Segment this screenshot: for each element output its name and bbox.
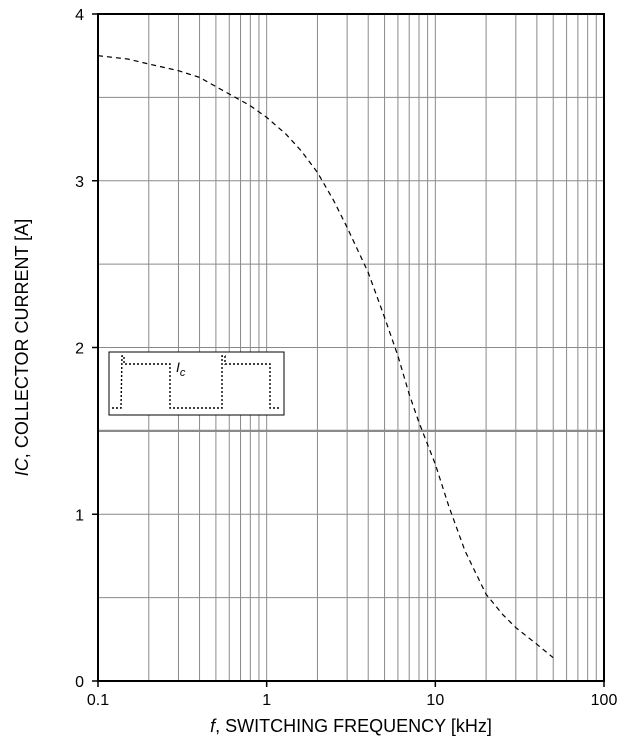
y-tick-label: 2 — [75, 341, 84, 358]
y-tick-label: 4 — [75, 7, 84, 24]
grid-lines — [98, 14, 604, 681]
x-tick-label: 10 — [426, 692, 444, 709]
inset-waveform — [112, 355, 281, 409]
x-tick-label: 1 — [262, 692, 271, 709]
x-tick-label: 100 — [591, 692, 618, 709]
y-tick-label: 1 — [75, 507, 84, 524]
x-tick-label: 0.1 — [87, 692, 109, 709]
waveform-inset: Ic — [108, 351, 285, 416]
inset-label: Ic — [176, 359, 186, 379]
y-tick-label: 3 — [75, 174, 84, 191]
y-axis-title: IC, COLLECTOR CURRENT [A] — [12, 219, 32, 476]
x-axis-title: f, SWITCHING FREQUENCY [kHz] — [210, 716, 492, 736]
series-line — [97, 55, 554, 659]
y-tick-label: 0 — [75, 674, 84, 691]
x-tick-labels: 0.1 1 10 100 — [87, 692, 618, 709]
inset-box — [108, 351, 285, 416]
axis-ticks — [92, 13, 605, 687]
y-tick-labels: 0 1 2 3 4 — [75, 7, 84, 691]
